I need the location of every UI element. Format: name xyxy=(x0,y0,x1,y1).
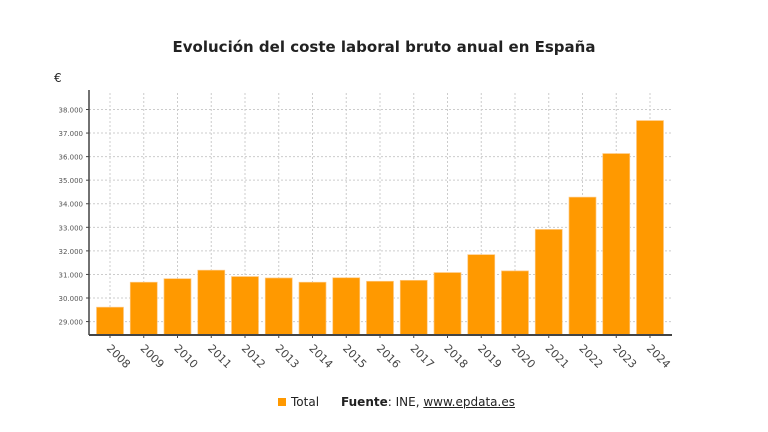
bar-2013 xyxy=(264,277,293,336)
y-tick-label: 36.000 xyxy=(59,154,84,162)
y-tick-label: 34.000 xyxy=(59,201,84,209)
bar-2009 xyxy=(129,281,158,336)
x-tick-label: 2018 xyxy=(441,342,470,371)
x-tick-label: 2009 xyxy=(138,342,167,371)
x-tick-label: 2023 xyxy=(610,342,639,371)
bar-2015 xyxy=(332,277,361,336)
legend: Total Fuente: INE, www.epdata.es xyxy=(278,395,515,409)
source-link[interactable]: www.epdata.es xyxy=(423,395,515,409)
source-text: : INE, xyxy=(387,395,424,409)
x-tick-label: 2016 xyxy=(374,342,403,371)
y-tick-label: 33.000 xyxy=(59,224,84,232)
bar-2016 xyxy=(366,280,394,336)
bar-2017 xyxy=(399,279,428,336)
bar-2018 xyxy=(433,272,462,336)
bar-2012 xyxy=(231,276,259,336)
x-tick-label: 2014 xyxy=(306,342,335,371)
bar-2023 xyxy=(602,153,631,336)
bar-2011 xyxy=(197,269,226,336)
legend-swatch xyxy=(278,398,286,406)
y-axis-unit: € xyxy=(54,71,62,85)
x-tick-label: 2024 xyxy=(644,342,673,371)
y-tick-label: 29.000 xyxy=(59,319,84,327)
x-tick-label: 2012 xyxy=(239,342,268,371)
source-note: Fuente: INE, www.epdata.es xyxy=(341,395,515,409)
bar-2014 xyxy=(298,281,327,336)
bar-2021 xyxy=(534,229,563,336)
x-tick-label: 2022 xyxy=(576,342,605,371)
x-tick-label: 2020 xyxy=(509,342,538,371)
bar-2022 xyxy=(568,196,597,336)
y-tick-label: 35.000 xyxy=(59,177,84,185)
x-tick-label: 2021 xyxy=(543,342,572,371)
bar-2020 xyxy=(501,270,529,336)
y-tick-label: 37.000 xyxy=(59,130,84,138)
bar-2008 xyxy=(96,306,124,336)
x-tick-label: 2017 xyxy=(408,342,437,371)
chart-title: Evolución del coste laboral bruto anual … xyxy=(172,38,596,56)
x-tick-label: 2013 xyxy=(273,342,302,371)
y-tick-label: 32.000 xyxy=(59,248,84,256)
x-tick-label: 2008 xyxy=(104,342,133,371)
x-tick-label: 2019 xyxy=(475,342,504,371)
bar-2010 xyxy=(163,278,192,336)
y-tick-label: 38.000 xyxy=(59,106,84,114)
source-label: Fuente xyxy=(341,395,388,409)
x-tick-label: 2015 xyxy=(340,342,369,371)
x-tick-label: 2011 xyxy=(205,342,234,371)
y-tick-label: 31.000 xyxy=(59,271,84,279)
y-tick-label: 30.000 xyxy=(59,295,84,303)
bar-2019 xyxy=(467,254,496,336)
legend-label: Total xyxy=(291,395,320,409)
x-tick-label: 2010 xyxy=(171,342,200,371)
bar-2024 xyxy=(636,120,664,336)
